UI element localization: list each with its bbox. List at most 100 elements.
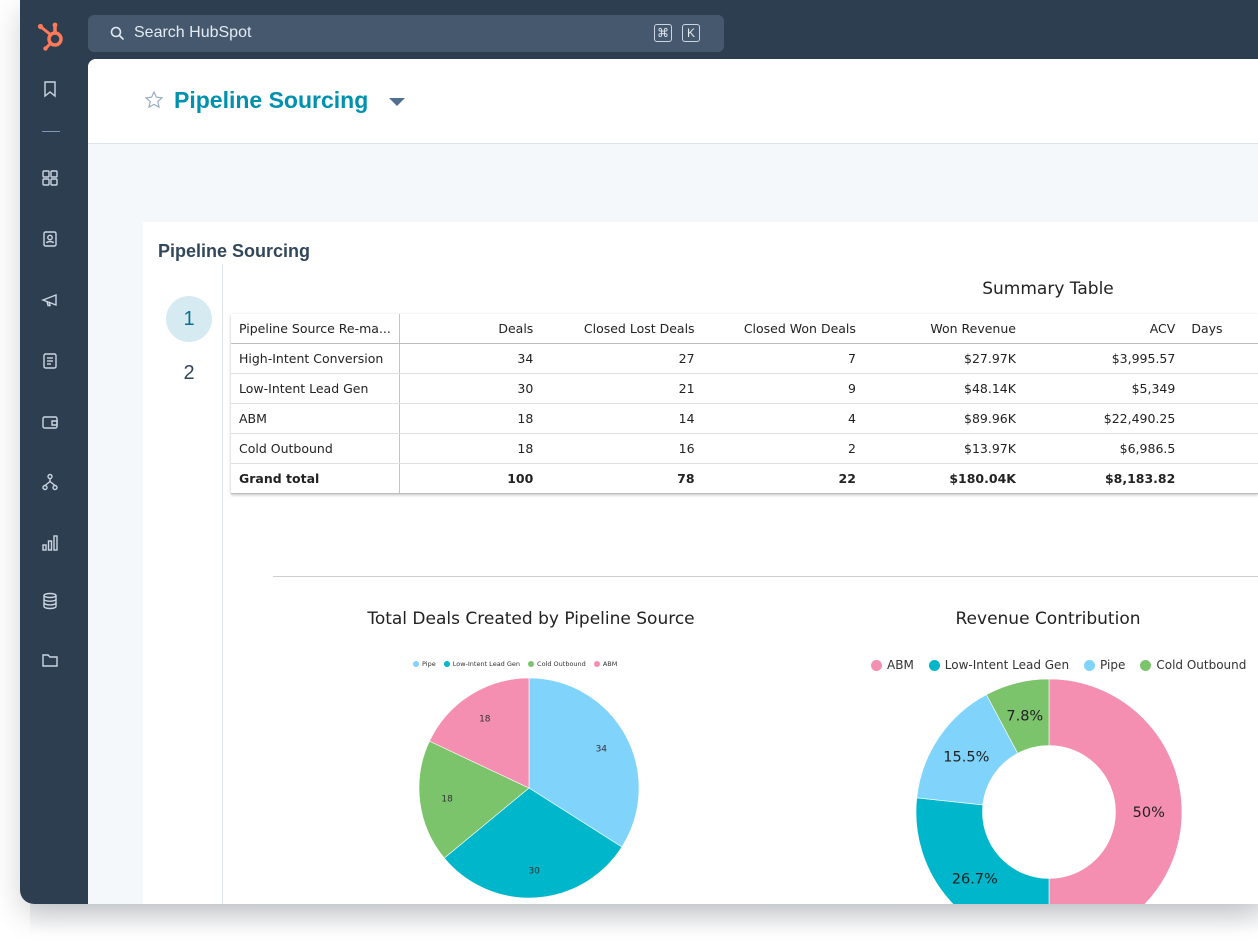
contacts-icon[interactable] — [40, 229, 60, 249]
hubspot-logo-icon[interactable] — [36, 18, 70, 52]
deals-chart-title: Total Deals Created by Pipeline Source — [367, 609, 695, 629]
legend-label: Low-Intent Lead Gen — [452, 660, 521, 668]
table-cell: 7 — [702, 343, 864, 374]
table-cell: ABM — [231, 403, 400, 434]
table-cell: $8,183.82 — [1023, 463, 1184, 494]
table-row: Low-Intent Lead Gen 30 21 9 $48.14K $5,3… — [231, 373, 1258, 404]
document-icon[interactable] — [40, 351, 60, 371]
table-cell — [1183, 433, 1258, 464]
megaphone-icon[interactable] — [40, 290, 60, 310]
workflow-icon[interactable] — [40, 472, 60, 492]
legend-swatch — [443, 661, 450, 667]
table-cell: High-Intent Conversion — [231, 343, 400, 374]
slice-label: 7.8% — [1006, 708, 1043, 724]
legend-item-pipe[interactable]: Pipe — [413, 660, 436, 668]
revenue-chart-legend: ABM Low-Intent Lead Gen Pipe Cold Outbound — [871, 658, 1258, 672]
slice-label: 50% — [1133, 805, 1165, 821]
table-cell: $13.97K — [863, 433, 1024, 464]
reports-icon[interactable] — [40, 533, 60, 553]
legend-item-cold-outbound[interactable]: Cold Outbound — [528, 660, 586, 668]
table-cell: 27 — [541, 343, 703, 374]
table-cell — [1183, 373, 1258, 404]
pie-slice-abm[interactable] — [429, 677, 530, 789]
global-search[interactable]: Search HubSpot ⌘ K — [88, 15, 724, 52]
legend-item-abm[interactable]: ABM — [593, 660, 618, 668]
page-tab-1[interactable]: 1 — [166, 296, 212, 342]
pie-slice-abm[interactable] — [1048, 678, 1183, 904]
table-cell: 30 — [399, 373, 542, 404]
slice-label: 30 — [528, 866, 540, 876]
summary-table-title: Summary Table — [982, 279, 1114, 299]
bookmark-icon[interactable] — [40, 79, 60, 99]
panel-divider — [222, 264, 223, 904]
table-cell — [1183, 343, 1258, 374]
table-cell: 18 — [399, 433, 542, 464]
folder-icon[interactable] — [40, 650, 60, 670]
column-header[interactable]: Won Revenue — [863, 314, 1024, 344]
page-title: Pipeline Sourcing — [174, 87, 369, 113]
summary-table: Pipeline Source Re-ma... Deals Closed Lo… — [231, 314, 1258, 494]
app-window: Search HubSpot ⌘ K Pipeline Sourcing Pip… — [20, 0, 1258, 904]
grid-icon[interactable] — [40, 168, 60, 188]
table-cell: $6,986.5 — [1023, 433, 1184, 464]
legend-swatch — [871, 660, 882, 671]
table-cell: 18 — [399, 403, 542, 434]
database-icon[interactable] — [40, 591, 60, 611]
shortcut-key-k: K — [682, 24, 700, 42]
slice-label: 26.7% — [952, 872, 998, 888]
panel-title: Pipeline Sourcing — [158, 241, 311, 261]
column-header[interactable]: Pipeline Source Re-ma... — [231, 314, 400, 344]
legend-item-low-intent-lead-gen[interactable]: Low-Intent Lead Gen — [443, 660, 521, 668]
column-header[interactable]: ACV — [1023, 314, 1184, 344]
table-cell: $3,995.57 — [1023, 343, 1184, 374]
legend-swatch — [1084, 660, 1096, 671]
table-cell — [1183, 463, 1258, 494]
legend-label: ABM — [602, 660, 618, 668]
favorite-star-icon[interactable] — [144, 90, 164, 110]
page-tab-2[interactable]: 2 — [183, 362, 195, 384]
table-cell: $89.96K — [863, 403, 1024, 434]
table-cell: $27.97K — [863, 343, 1024, 374]
table-total-row: Grand total 100 78 22 $180.04K $8,183.82 — [231, 463, 1258, 494]
table-cell: Low-Intent Lead Gen — [231, 373, 400, 404]
main-content: Pipeline Sourcing Pipeline Sourcing 1 2 … — [88, 59, 1258, 904]
column-header[interactable]: Closed Won Deals — [702, 314, 864, 344]
table-cell: $22,490.25 — [1023, 403, 1184, 434]
legend-item-pipe[interactable]: Pipe — [1084, 658, 1125, 672]
table-cell: 21 — [541, 373, 703, 404]
column-header[interactable]: Closed Lost Deals — [541, 314, 703, 344]
pie-slice-pipe[interactable] — [528, 677, 640, 848]
table-cell: 4 — [702, 403, 864, 434]
shortcut-key-cmd: ⌘ — [654, 24, 672, 42]
table-cell: Grand total — [231, 463, 400, 494]
legend-swatch — [593, 661, 600, 667]
slice-label: 18 — [441, 794, 453, 804]
report-panel: Pipeline Sourcing 1 2 Summary Table Pipe… — [143, 222, 1258, 904]
legend-item-abm[interactable]: ABM — [871, 658, 914, 672]
section-divider — [273, 576, 1258, 577]
table-row: ABM 18 14 4 $89.96K $22,490.25 — [231, 403, 1258, 434]
column-header[interactable]: Days — [1183, 314, 1258, 344]
window-shadow — [30, 904, 1258, 934]
legend-swatch — [528, 661, 535, 667]
search-input[interactable]: Search HubSpot — [134, 24, 252, 41]
legend-swatch — [928, 660, 940, 671]
chevron-down-icon[interactable] — [388, 97, 406, 107]
column-header[interactable]: Deals — [399, 314, 542, 344]
wallet-icon[interactable] — [40, 412, 60, 432]
table-cell: 100 — [399, 463, 542, 494]
pie-slice-cold-outbound[interactable] — [418, 740, 530, 859]
table-cell: 14 — [541, 403, 703, 434]
pie-slice-low-intent-lead-gen[interactable] — [915, 797, 1050, 904]
pie-slice-low-intent-lead-gen[interactable] — [443, 787, 623, 899]
legend-label: Cold Outbound — [1156, 658, 1247, 672]
pie-slice-cold-outbound[interactable] — [985, 678, 1050, 754]
revenue-donut-chart: 50% 26.7% 15.5% 7.8% — [915, 678, 1183, 904]
search-icon — [110, 26, 125, 41]
slice-label: 18 — [479, 714, 491, 724]
legend-item-low-intent-lead-gen[interactable]: Low-Intent Lead Gen — [928, 658, 1069, 672]
table-cell: $5,349 — [1023, 373, 1184, 404]
deals-chart-legend: Pipe Low-Intent Lead Gen Cold Outbound ABM — [413, 660, 625, 668]
legend-item-cold-outbound[interactable]: Cold Outbound — [1140, 658, 1246, 672]
table-cell: 78 — [541, 463, 703, 494]
